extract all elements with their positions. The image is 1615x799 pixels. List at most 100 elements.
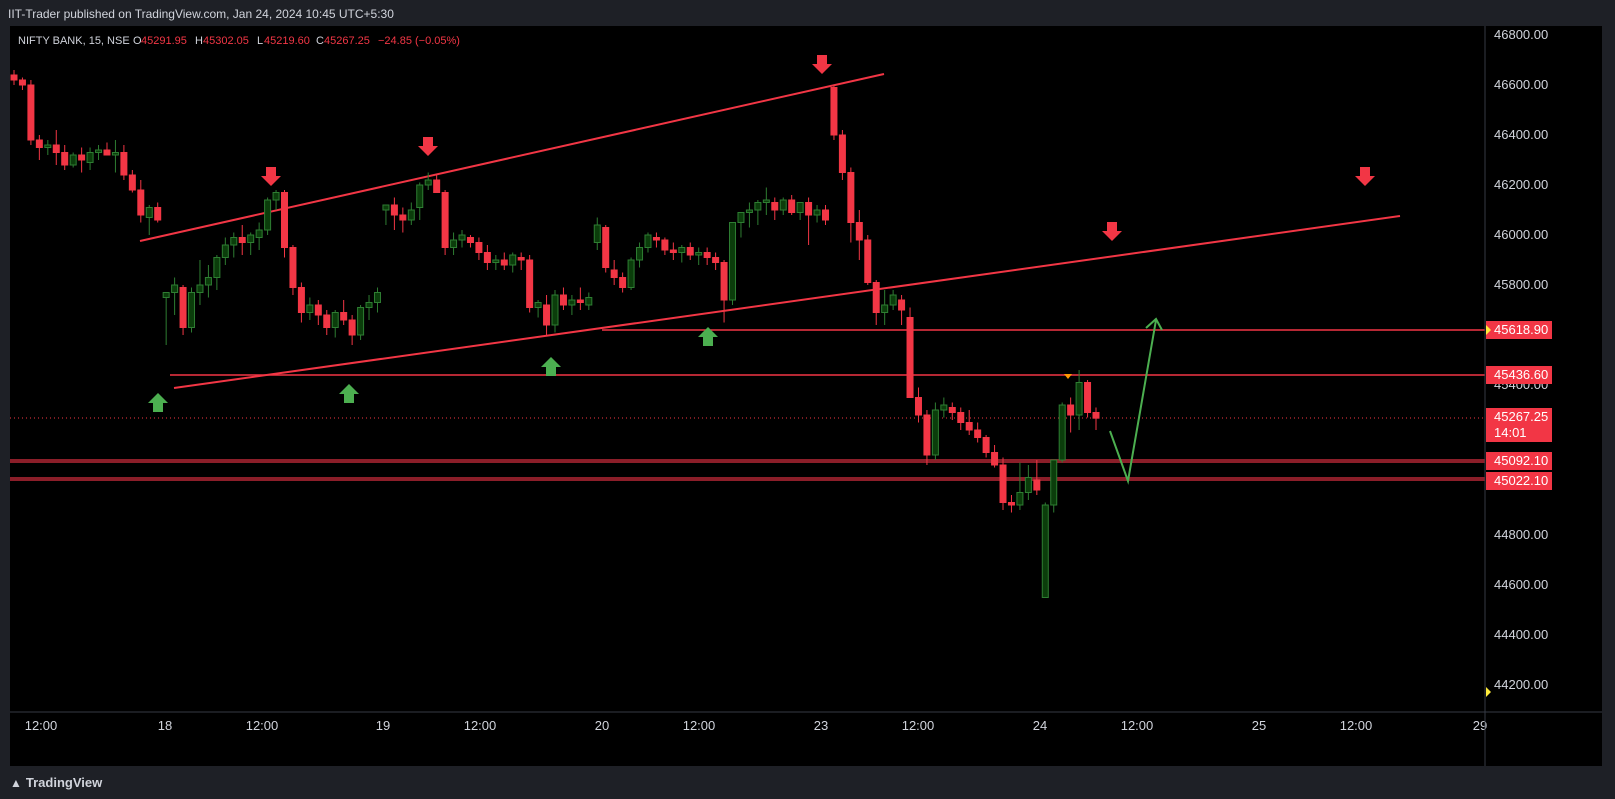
candle-body	[424, 179, 432, 186]
candle-body	[982, 437, 990, 453]
candle-body	[500, 259, 508, 266]
candle-body	[35, 139, 43, 148]
candle-body	[695, 252, 703, 256]
price-tick-label: 44600.00	[1494, 577, 1548, 592]
upper-channel-line	[139, 73, 885, 242]
candle-body	[348, 319, 356, 336]
price-tick-label: 44800.00	[1494, 527, 1548, 542]
price-label-box	[1486, 408, 1552, 442]
candle-body	[737, 212, 745, 223]
candle-body	[644, 234, 652, 248]
publisher-text: IIT-Trader published on TradingView.com,…	[8, 7, 394, 21]
candle-body	[1033, 479, 1041, 491]
down-arrow-icon	[812, 55, 832, 74]
candle-body	[52, 144, 60, 153]
time-tick-label: 24	[1033, 718, 1047, 733]
candle-body	[289, 247, 297, 288]
candle-body	[991, 452, 999, 466]
candle-body	[466, 237, 474, 243]
legend-open: 45291.95	[141, 35, 187, 47]
candle-body	[796, 202, 804, 213]
candle-body	[822, 209, 829, 221]
candle-body	[534, 302, 542, 308]
down-arrow-icon	[261, 167, 281, 186]
tradingview-logo[interactable]: ▲ TradingView	[10, 775, 102, 790]
candle-body	[1007, 502, 1015, 506]
candle-body	[669, 249, 677, 253]
candle-body	[1084, 382, 1092, 413]
time-tick-label: 18	[158, 718, 172, 733]
candle-body	[864, 239, 872, 283]
candle-body	[686, 247, 694, 256]
candle-body	[340, 312, 348, 321]
up-arrow-icon	[698, 327, 718, 346]
candle-body	[712, 257, 720, 263]
time-tick-label: 12:00	[246, 718, 279, 733]
candle-body	[281, 192, 288, 248]
candle-body	[323, 314, 331, 328]
time-tick-label: 25	[1252, 718, 1266, 733]
chart-pane[interactable]: NIFTY BANK, 15, NSE O 45291.95 H 45302.0…	[10, 26, 1602, 766]
candle-body	[509, 254, 517, 266]
candle-body	[95, 149, 103, 153]
candle-body	[179, 287, 187, 328]
candle-body	[306, 304, 314, 313]
candle-body	[576, 299, 584, 303]
time-axis[interactable]: 12:00 18 12:00 19 12:00 20 12:00 23 12:00 24 12:00…	[10, 711, 1602, 733]
candle-body	[559, 294, 567, 306]
candle-body	[551, 294, 559, 326]
candle-body	[399, 214, 407, 221]
price-label-value: 45618.90	[1494, 322, 1548, 337]
price-axis[interactable]: 46800.00 46600.00 46400.00 46200.00 46000.00…	[1484, 26, 1548, 766]
candle-body	[154, 207, 162, 221]
candle-body	[923, 414, 931, 456]
candle-body	[357, 307, 365, 336]
candle-body	[221, 244, 229, 258]
legend-symbol: NIFTY BANK, 15, NSE	[18, 35, 130, 47]
candle-body	[1041, 504, 1049, 598]
legend-low-label: L	[257, 35, 263, 47]
candle-body	[162, 292, 170, 298]
price-label-value: 45092.10	[1494, 453, 1548, 468]
candle-body	[543, 304, 551, 326]
candle-body	[213, 257, 221, 278]
candle-body	[18, 79, 26, 86]
legend-close: 45267.25	[324, 35, 370, 47]
candle-body	[610, 269, 618, 278]
candle-body	[230, 237, 238, 246]
price-label-time: 14:01	[1494, 425, 1527, 440]
candle-body	[272, 192, 280, 201]
time-tick-label: 12:00	[683, 718, 716, 733]
candle-body	[948, 407, 956, 413]
candle-body	[204, 277, 212, 286]
candle-body	[830, 87, 838, 136]
candle-body	[365, 302, 373, 308]
candle-body	[940, 404, 948, 411]
candle-body	[1050, 459, 1058, 506]
brand-name: TradingView	[25, 775, 103, 790]
candle-body	[78, 154, 86, 161]
price-tick-label: 46200.00	[1494, 177, 1548, 192]
price-label-value: 45267.25	[1494, 409, 1548, 424]
price-chart[interactable]: NIFTY BANK, 15, NSE O 45291.95 H 45302.0…	[10, 26, 1602, 766]
price-tick-label: 45800.00	[1494, 277, 1548, 292]
time-tick-label: 23	[814, 718, 828, 733]
candle-body	[762, 199, 770, 203]
price-label-box	[1486, 472, 1552, 490]
candle-body	[661, 239, 669, 251]
legend-close-label: C	[316, 35, 324, 47]
candle-body	[703, 252, 711, 258]
candle-body	[813, 209, 821, 216]
candle-body	[593, 224, 601, 243]
candle-body	[754, 202, 762, 211]
candle-body	[10, 74, 18, 81]
candle-body	[86, 152, 94, 163]
legend-change: −24.85 (−0.05%)	[378, 35, 460, 47]
time-tick-label: 12:00	[1121, 718, 1154, 733]
time-tick-label: 12:00	[25, 718, 58, 733]
candle-body	[331, 312, 339, 328]
projection-arrowhead	[1145, 317, 1163, 331]
candle-body	[61, 152, 69, 166]
candle-body	[999, 464, 1007, 503]
